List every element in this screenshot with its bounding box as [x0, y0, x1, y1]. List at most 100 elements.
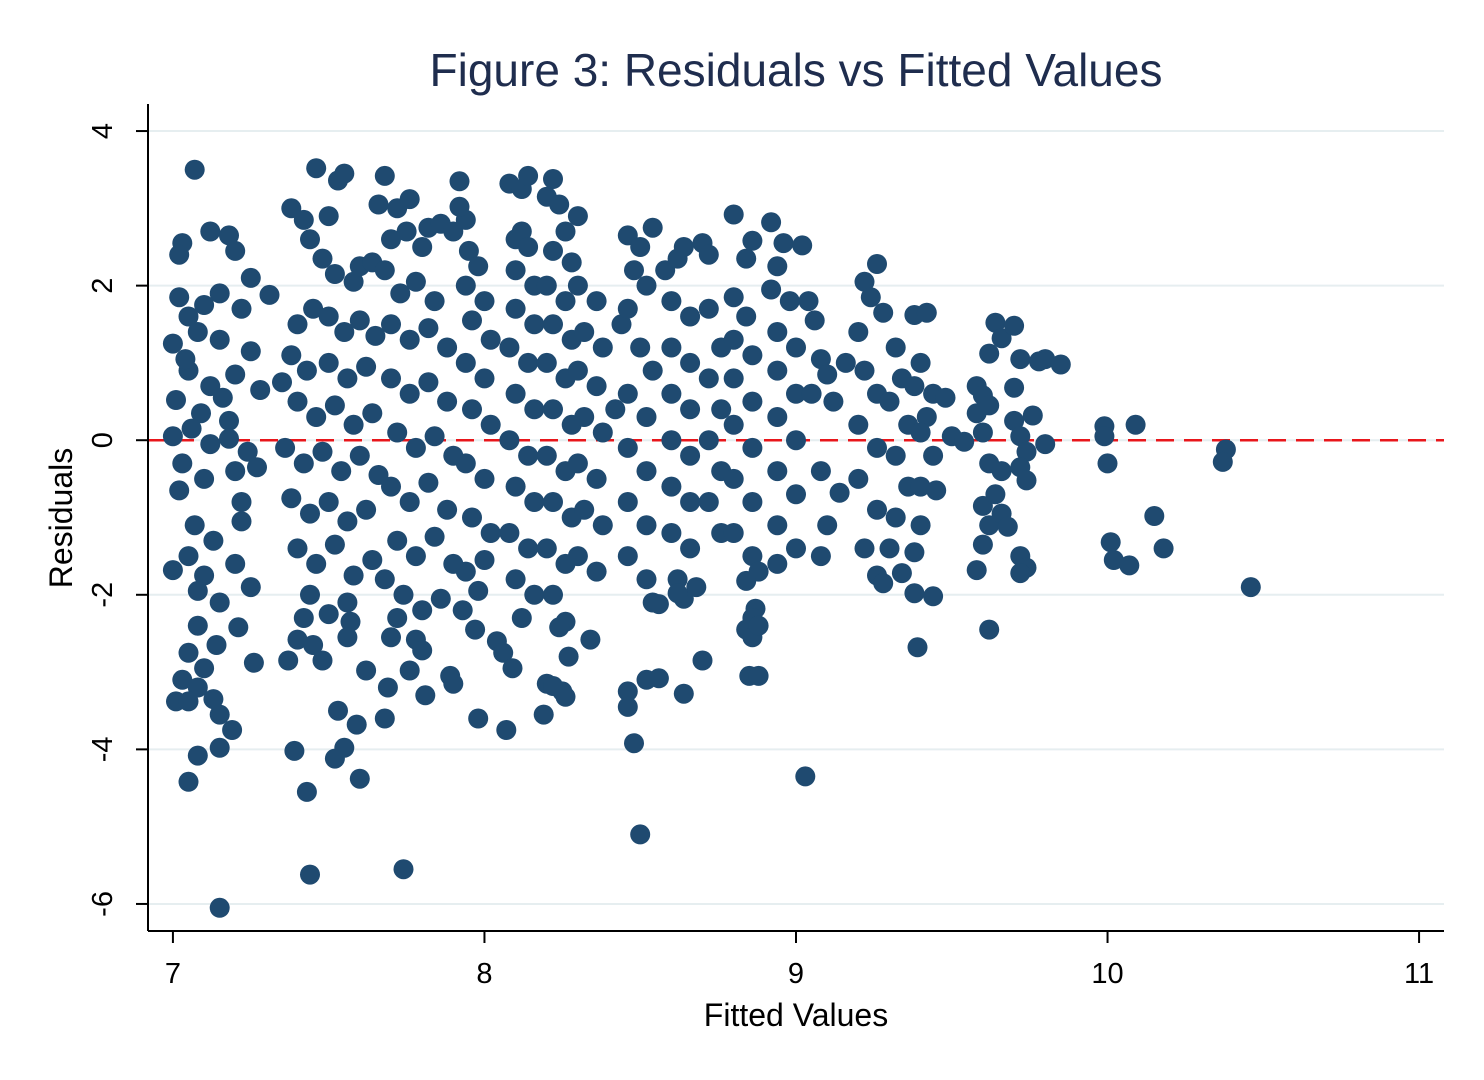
- data-point-295: [648, 668, 669, 689]
- data-point-54: [178, 771, 199, 792]
- data-point-313: [667, 569, 688, 590]
- data-point-455: [1050, 354, 1071, 375]
- data-point-105: [306, 553, 327, 574]
- data-point-354: [773, 233, 794, 254]
- data-point-173: [374, 708, 395, 729]
- data-point-129: [374, 165, 395, 186]
- data-point-73: [324, 264, 345, 284]
- data-point-44: [194, 658, 215, 679]
- data-point-164: [387, 608, 408, 628]
- data-point-142: [418, 318, 439, 339]
- data-point-365: [767, 461, 788, 482]
- data-point-285: [636, 461, 657, 482]
- data-point-404: [891, 563, 912, 584]
- x-axis-ticks: 7 8 9 10 11: [165, 931, 1434, 990]
- data-point-442: [1010, 349, 1031, 370]
- data-point-356: [767, 256, 788, 277]
- data-point-149: [405, 437, 426, 458]
- data-point-141: [399, 329, 420, 350]
- data-point-398: [879, 391, 900, 412]
- data-point-140: [381, 314, 401, 335]
- data-point-189: [480, 414, 501, 435]
- data-point-160: [374, 569, 395, 590]
- data-point-390: [867, 437, 887, 458]
- data-point-235: [543, 314, 563, 335]
- data-point-249: [549, 617, 570, 638]
- data-point-226: [511, 608, 532, 628]
- data-point-88: [287, 391, 308, 412]
- data-point-208: [511, 221, 532, 242]
- data-point-112: [293, 608, 314, 628]
- data-point-465: [1153, 538, 1174, 559]
- data-point-403: [879, 538, 900, 559]
- data-point-339: [742, 437, 763, 458]
- data-point-83: [281, 345, 302, 366]
- data-point-181: [468, 256, 489, 277]
- data-point-120: [328, 700, 348, 721]
- data-point-370: [798, 291, 819, 312]
- x-axis-label: Fitted Values: [704, 997, 888, 1033]
- data-point-288: [617, 546, 638, 567]
- data-point-144: [381, 368, 401, 389]
- data-point-229: [549, 194, 570, 215]
- data-point-203: [496, 720, 517, 740]
- data-point-62: [212, 387, 233, 408]
- data-point-103: [356, 499, 377, 520]
- data-point-444: [1004, 410, 1025, 431]
- data-point-230: [555, 221, 576, 242]
- data-point-209: [518, 237, 539, 257]
- data-point-119: [356, 660, 377, 681]
- data-point-55: [209, 897, 230, 918]
- data-point-275: [624, 260, 644, 281]
- data-point-289: [636, 569, 657, 590]
- data-point-170: [415, 685, 436, 706]
- data-point-212: [505, 298, 526, 319]
- data-point-231: [543, 240, 563, 261]
- data-point-9: [178, 306, 199, 327]
- data-point-334: [723, 329, 744, 350]
- data-point-196: [468, 580, 489, 601]
- data-point-95: [312, 441, 333, 462]
- data-point-143: [437, 337, 458, 358]
- data-point-115: [303, 635, 324, 655]
- data-point-7: [259, 284, 280, 305]
- data-point-128: [393, 859, 414, 880]
- data-point-383: [854, 271, 875, 292]
- data-point-277: [642, 217, 663, 238]
- data-point-459: [1097, 453, 1118, 474]
- data-point-193: [480, 523, 501, 543]
- data-point-172: [443, 673, 464, 694]
- data-point-148: [387, 422, 408, 443]
- data-point-100: [300, 503, 320, 524]
- data-point-169: [377, 677, 398, 698]
- data-point-39: [187, 615, 208, 636]
- data-point-30: [203, 530, 224, 551]
- data-point-213: [524, 314, 545, 335]
- data-point-79: [318, 306, 339, 327]
- data-point-360: [786, 337, 806, 358]
- data-point-272: [605, 399, 626, 420]
- data-point-374: [817, 364, 838, 385]
- data-point-124: [284, 740, 305, 761]
- data-point-194: [455, 561, 476, 582]
- data-point-331: [736, 248, 757, 269]
- data-point-451: [1010, 563, 1031, 584]
- data-point-182: [455, 275, 476, 296]
- data-point-77: [287, 314, 308, 335]
- data-point-296: [624, 733, 644, 754]
- data-point-227: [543, 169, 563, 189]
- data-point-387: [854, 360, 875, 381]
- data-point-121: [346, 714, 367, 735]
- data-point-51: [222, 720, 243, 740]
- data-point-464: [1144, 506, 1165, 526]
- data-point-101: [318, 492, 339, 512]
- data-point-259: [586, 291, 607, 312]
- data-point-279: [617, 298, 638, 319]
- data-point-113: [340, 611, 361, 632]
- data-point-245: [536, 538, 557, 559]
- data-point-201: [502, 658, 523, 679]
- data-point-64: [272, 372, 292, 393]
- data-point-456: [1035, 434, 1056, 455]
- data-point-27: [247, 457, 267, 478]
- data-point-139: [424, 291, 445, 312]
